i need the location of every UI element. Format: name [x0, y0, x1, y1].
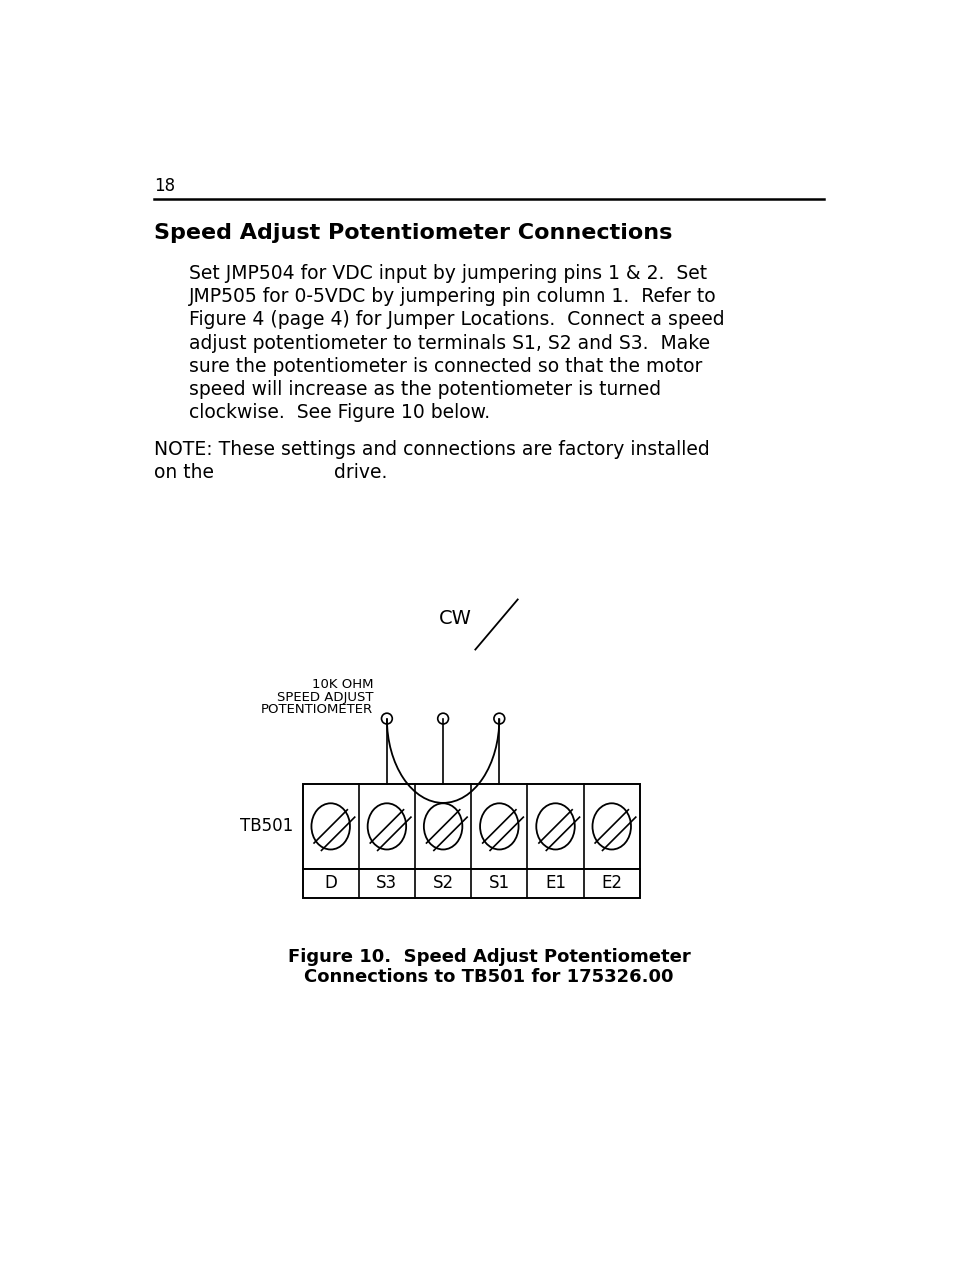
- Text: 18: 18: [153, 177, 175, 196]
- Text: Figure 4 (page 4) for Jumper Locations.  Connect a speed: Figure 4 (page 4) for Jumper Locations. …: [190, 310, 724, 329]
- Text: S3: S3: [375, 874, 397, 893]
- Text: Speed Adjust Potentiometer Connections: Speed Adjust Potentiometer Connections: [153, 224, 672, 243]
- Text: Figure 10.  Speed Adjust Potentiometer: Figure 10. Speed Adjust Potentiometer: [287, 948, 690, 965]
- Text: POTENTIOMETER: POTENTIOMETER: [260, 703, 373, 716]
- Text: NOTE: These settings and connections are factory installed: NOTE: These settings and connections are…: [153, 440, 709, 459]
- Ellipse shape: [423, 804, 462, 850]
- Text: E2: E2: [600, 874, 621, 893]
- Text: sure the potentiometer is connected so that the motor: sure the potentiometer is connected so t…: [190, 356, 702, 375]
- Bar: [302, 869, 639, 898]
- Text: SPEED ADJUST: SPEED ADJUST: [276, 691, 373, 703]
- Text: JMP505 for 0-5VDC by jumpering pin column 1.  Refer to: JMP505 for 0-5VDC by jumpering pin colum…: [190, 287, 717, 307]
- Text: Set JMP504 for VDC input by jumpering pins 1 & 2.  Set: Set JMP504 for VDC input by jumpering pi…: [190, 265, 707, 284]
- Text: CW: CW: [438, 609, 472, 628]
- Text: S2: S2: [432, 874, 454, 893]
- Circle shape: [437, 714, 448, 724]
- Ellipse shape: [536, 804, 574, 850]
- Text: D: D: [324, 874, 336, 893]
- Text: adjust potentiometer to terminals S1, S2 and S3.  Make: adjust potentiometer to terminals S1, S2…: [190, 333, 710, 352]
- Ellipse shape: [367, 804, 406, 850]
- Text: Connections to TB501 for 175326.00: Connections to TB501 for 175326.00: [304, 968, 673, 986]
- Bar: [302, 784, 639, 869]
- Ellipse shape: [311, 804, 350, 850]
- Text: on the                    drive.: on the drive.: [153, 463, 387, 482]
- Circle shape: [381, 714, 392, 724]
- Text: S1: S1: [488, 874, 509, 893]
- Text: E1: E1: [544, 874, 565, 893]
- Ellipse shape: [479, 804, 518, 850]
- Text: speed will increase as the potentiometer is turned: speed will increase as the potentiometer…: [190, 380, 660, 399]
- Text: TB501: TB501: [240, 818, 293, 836]
- Ellipse shape: [592, 804, 630, 850]
- Text: clockwise.  See Figure 10 below.: clockwise. See Figure 10 below.: [190, 403, 490, 422]
- Text: 10K OHM: 10K OHM: [312, 678, 373, 692]
- Circle shape: [494, 714, 504, 724]
